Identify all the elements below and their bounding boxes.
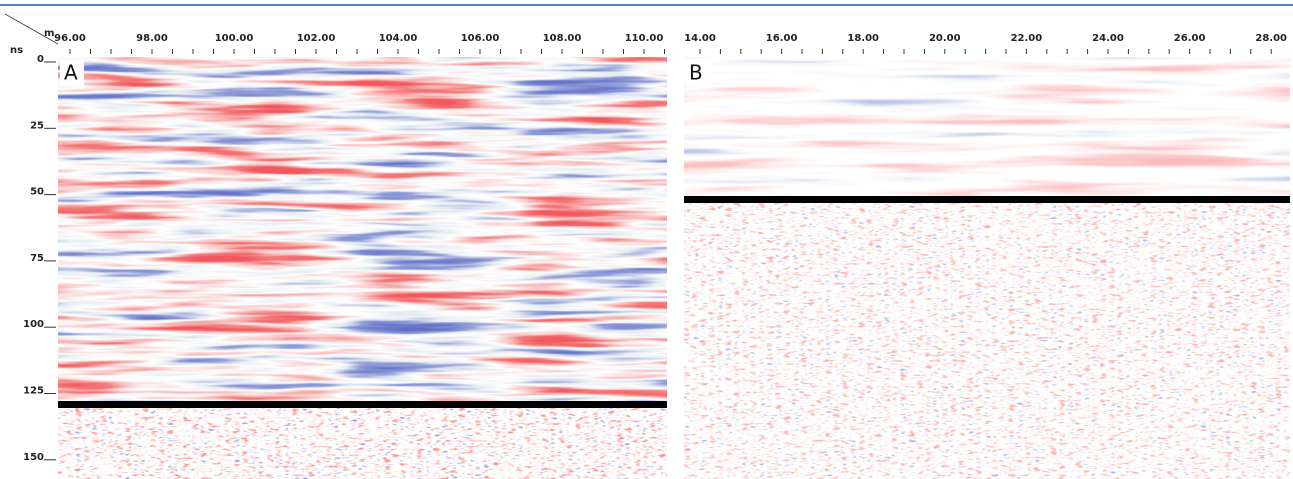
x-tick-label: 14.00 [684,33,716,44]
x-tick-label: 26.00 [1174,33,1206,44]
corner-slash [4,13,59,45]
panel-label: B [689,61,703,85]
y-tick-label: 50 [30,187,44,198]
x-tick-label: 18.00 [847,33,879,44]
label-box [60,60,84,86]
x-tick-label: 22.00 [1011,33,1043,44]
x-tick-label: 20.00 [929,33,961,44]
x-tick-label: 110.00 [625,33,664,44]
x-tick-label: 16.00 [766,33,798,44]
radargram-a-upper [58,57,667,404]
y-tick-label: 25 [30,120,44,131]
x-tick-label: 98.00 [136,33,168,44]
x-tick-label: 104.00 [379,33,418,44]
label-box [686,60,710,86]
boundary-line [58,401,667,408]
radargram-b-upper [684,57,1290,197]
y-tick-label: 125 [23,386,44,397]
radargram-a-lower [58,404,667,479]
boundary-line [684,196,1290,203]
y-tick-label: 100 [23,319,44,330]
y-tick-label: 75 [30,253,44,264]
x-unit: m [44,28,54,39]
x-tick-label: 96.00 [54,33,86,44]
x-tick-label: 24.00 [1092,33,1124,44]
y-unit: ns [10,45,23,56]
radargram-b-lower [684,203,1290,479]
x-tick-label: 100.00 [215,33,254,44]
x-tick-label: 106.00 [461,33,500,44]
y-tick-label: 150 [23,452,44,463]
x-tick-label: 102.00 [297,33,336,44]
x-tick-label: 108.00 [543,33,582,44]
y-tick-label: 0 [37,54,44,65]
panel-label: A [64,61,78,85]
x-tick-label: 28.00 [1255,33,1287,44]
